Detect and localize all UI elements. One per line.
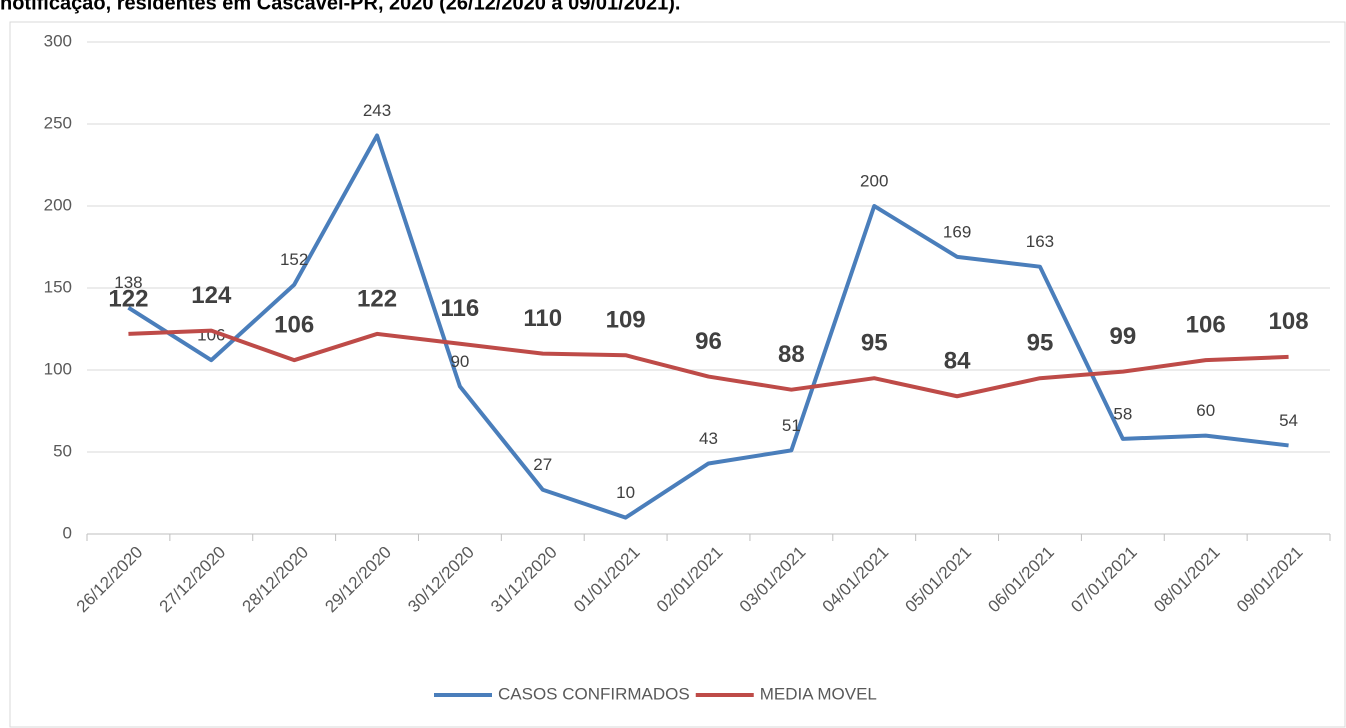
y-tick-label: 0 [63,523,72,542]
data-label: 54 [1279,411,1298,430]
series-line [127,133,1289,520]
y-tick-label: 250 [44,113,72,132]
average-label: 124 [191,282,232,309]
y-tick-label: 100 [44,359,72,378]
data-label: 51 [782,416,801,435]
data-label: 138 [114,273,142,292]
data-label: 169 [943,222,971,241]
data-label: 200 [860,171,888,190]
data-label: 58 [1113,404,1132,423]
average-label: 95 [861,330,888,357]
average-label: 110 [523,305,562,332]
average-label: 106 [1186,312,1226,339]
data-label: 43 [699,429,718,448]
data-label: 27 [533,455,552,474]
legend-label: CASOS CONFIRMADOS [498,684,690,703]
y-tick-label: 300 [44,31,72,50]
data-label: 10 [616,483,635,502]
average-label: 95 [1027,330,1054,357]
average-label: 116 [441,295,480,322]
legend-label: MEDIA MOVEL [760,684,877,703]
average-label: 109 [606,307,646,334]
y-tick-label: 200 [44,195,72,214]
data-label: 90 [450,352,469,371]
data-label: 243 [363,101,391,120]
average-label: 108 [1269,308,1309,335]
average-label: 84 [944,348,971,375]
series-line [128,328,1289,399]
average-label: 88 [778,341,805,368]
chart-frame [9,21,1346,728]
data-label: 163 [1026,232,1054,251]
data-label: 60 [1196,401,1215,420]
average-label: 122 [357,285,397,312]
average-label: 122 [108,285,148,312]
chart-title: notificação, residentes em Cascavel-PR, … [0,0,680,14]
average-label: 99 [1109,323,1136,350]
average-label: 106 [274,312,314,339]
average-label: 96 [695,328,722,355]
y-tick-label: 150 [44,277,72,296]
y-tick-label: 50 [53,441,72,460]
data-label: 152 [280,250,308,269]
